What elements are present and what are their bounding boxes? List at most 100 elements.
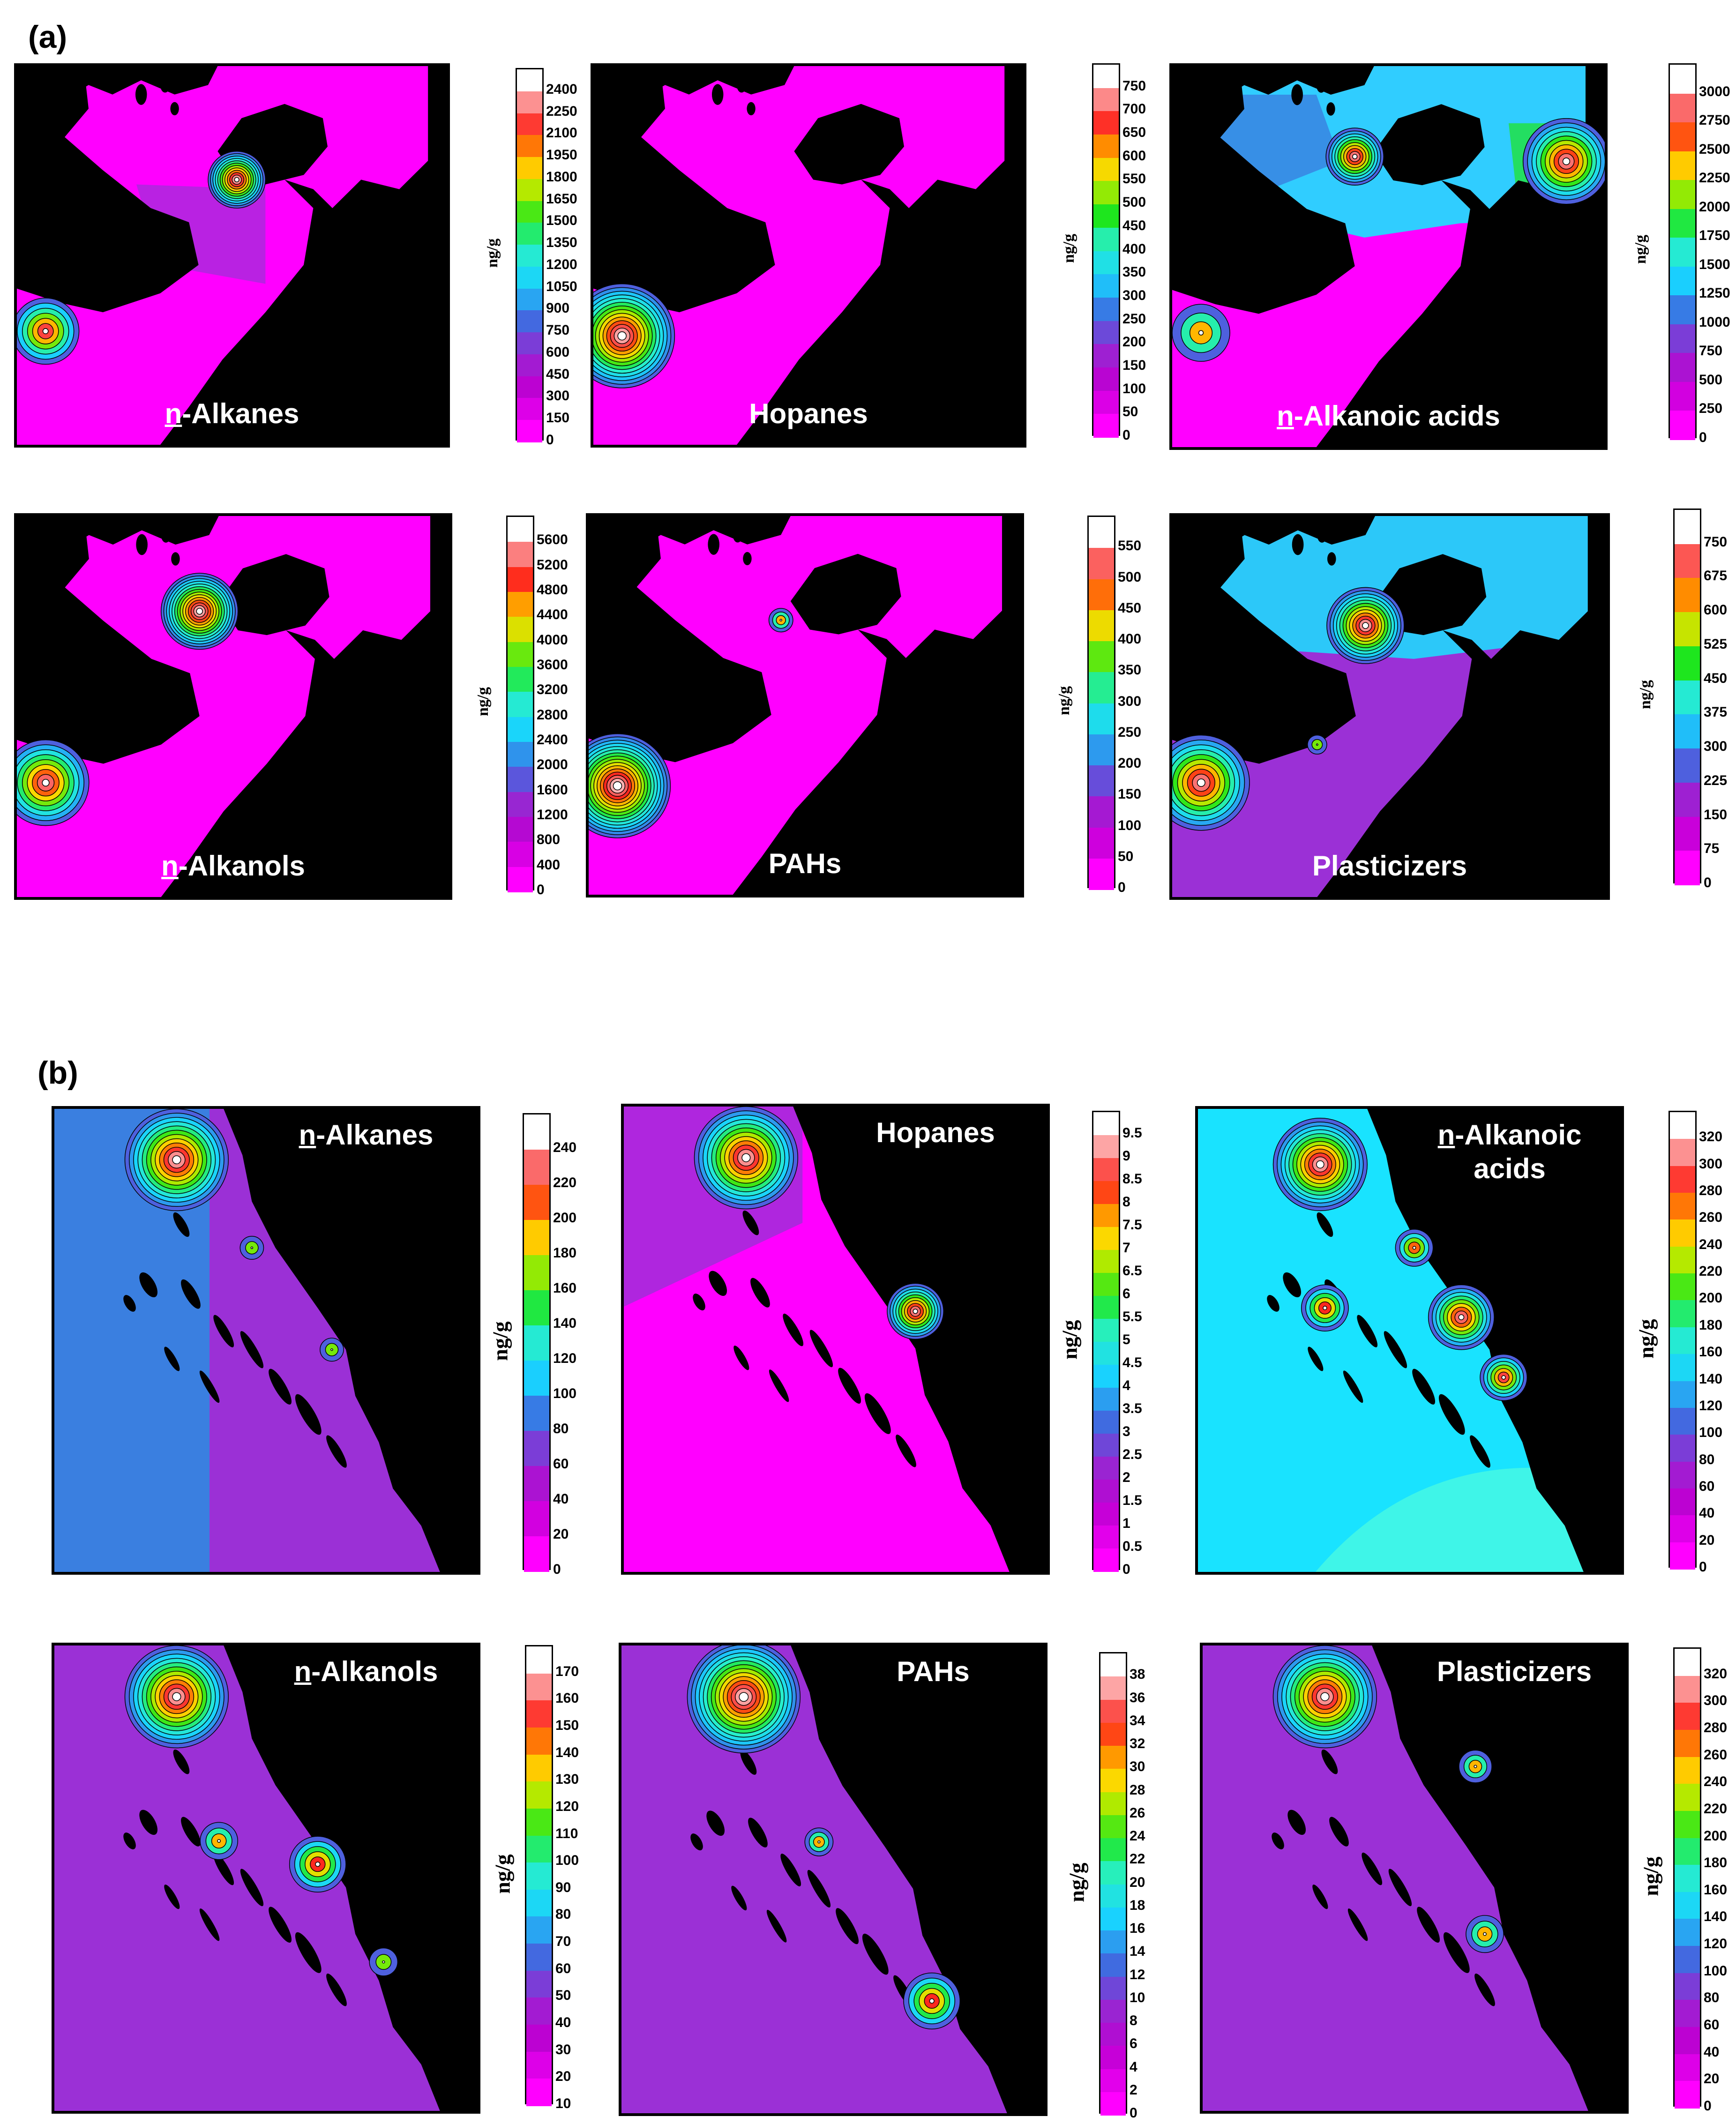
colorbar-swatch: [1093, 1457, 1119, 1480]
colorbar-swatch: [517, 113, 542, 136]
colorbar-swatch: [1100, 1699, 1126, 1723]
colorbar-tick-label: 1750: [1699, 228, 1730, 244]
colorbar-swatch: [1093, 1181, 1119, 1204]
colorbar-a-1: [516, 68, 544, 442]
map-title-text: -Alkanols: [178, 850, 305, 882]
colorbar-swatch: [1675, 816, 1700, 852]
map-title: Hopanes: [593, 397, 1024, 431]
colorbar-tick-label: 2400: [537, 732, 568, 748]
map-title: n-Alkanoic acids: [1399, 1118, 1620, 1186]
colorbar-swatch: [1089, 858, 1114, 890]
colorbar-tick-label: 20: [1704, 2071, 1720, 2087]
colorbar-tick-label: 5.5: [1122, 1309, 1142, 1324]
colorbar-swatch: [524, 1466, 549, 1502]
colorbar-swatch: [517, 420, 542, 442]
colorbar-tick-label: 40: [1699, 1505, 1715, 1521]
colorbar-swatch: [508, 692, 533, 718]
colorbar-swatch: [1089, 517, 1114, 549]
colorbar-tick-label: 260: [1699, 1210, 1723, 1226]
panel-a-label: (a): [28, 19, 67, 55]
colorbar-tick-label: 16: [1130, 1921, 1145, 1936]
colorbar-tick-label: 600: [546, 344, 570, 360]
colorbar-tick-label: 2250: [546, 103, 577, 119]
colorbar-b-1: [523, 1113, 551, 1572]
colorbar-swatch: [1670, 324, 1695, 354]
colorbar-tick-label: 24: [1130, 1828, 1145, 1844]
colorbar-swatch: [526, 1781, 552, 1809]
map-title: PAHs: [589, 847, 1021, 881]
colorbar-swatch: [524, 1255, 549, 1291]
colorbar-swatch: [1089, 703, 1114, 735]
colorbar-swatch: [526, 2079, 552, 2106]
colorbar-b-2: [1092, 1111, 1120, 1572]
colorbar-b-6: [1673, 1647, 1701, 2109]
colorbar-swatch: [1670, 1435, 1695, 1462]
colorbar-swatch: [508, 617, 533, 643]
colorbar-swatch: [517, 223, 542, 246]
colorbar-swatch: [1670, 180, 1695, 209]
colorbar-swatch: [1093, 1112, 1119, 1136]
colorbar-tick-label: 7: [1122, 1240, 1130, 1256]
colorbar-swatch: [526, 1944, 552, 1971]
colorbar-tick-label: 200: [1699, 1290, 1723, 1306]
colorbar-tick-label: 0: [1122, 1562, 1130, 1577]
colorbar-b-5: [1099, 1652, 1127, 2116]
colorbar-swatch: [1100, 1907, 1126, 1931]
map-b-6: Plasticizers: [1200, 1643, 1629, 2114]
colorbar-tick-label: 450: [1704, 670, 1728, 686]
colorbar-tick-label: 150: [555, 1717, 579, 1733]
colorbar-tick-label: 400: [1118, 631, 1142, 647]
colorbar-swatch: [1675, 1649, 1700, 1676]
colorbar-tick-label: 2: [1122, 1470, 1130, 1485]
colorbar-swatch: [1093, 1342, 1119, 1365]
colorbar-swatch: [1670, 1542, 1695, 1570]
colorbar-tick-label: 800: [537, 832, 561, 848]
colorbar-tick-label: 180: [1699, 1317, 1723, 1333]
colorbar-tick-label: 40: [555, 2015, 571, 2031]
colorbar-swatch: [508, 817, 533, 843]
colorbar-swatch: [1093, 1158, 1119, 1182]
colorbar-swatch: [508, 667, 533, 693]
colorbar-swatch: [1093, 1434, 1119, 1457]
colorbar-tick-label: 22: [1130, 1851, 1145, 1867]
colorbar-swatch: [1670, 1354, 1695, 1382]
map-title-text: -Alkanoic acids: [1294, 400, 1500, 432]
colorbar-swatch: [1675, 1973, 1700, 2001]
colorbar-tick-label: 150: [1122, 357, 1146, 373]
colorbar-tick-label: 50: [555, 1988, 571, 2004]
map-title: Hopanes: [825, 1116, 1046, 1150]
colorbar-swatch: [1100, 1838, 1126, 1862]
colorbar-tick-label: 0: [1699, 430, 1707, 445]
colorbar-swatch: [1675, 851, 1700, 885]
colorbar-tick-label: 260: [1704, 1747, 1728, 1763]
map-title-text: Hopanes: [749, 398, 868, 429]
colorbar-swatch: [1670, 122, 1695, 152]
colorbar-swatch: [508, 717, 533, 742]
colorbar-swatch: [526, 1700, 552, 1728]
colorbar-tick-label: 10: [1130, 1989, 1145, 2005]
colorbar-swatch: [1093, 390, 1119, 415]
colorbar-tick-label: 2000: [537, 757, 568, 773]
colorbar-swatch: [1100, 1976, 1126, 2000]
colorbar-swatch: [1670, 1246, 1695, 1274]
colorbar-swatch: [524, 1290, 549, 1326]
colorbar-tick-label: 525: [1704, 636, 1728, 652]
colorbar-tick-label: 4000: [537, 632, 568, 648]
colorbar-swatch: [1093, 1480, 1119, 1503]
colorbar-tick-label: 100: [1704, 1963, 1728, 1979]
colorbar-tick-label: 1650: [546, 191, 577, 207]
colorbar-tick-label: 2500: [1699, 141, 1730, 157]
colorbar-tick-label: 1000: [1699, 314, 1730, 330]
map-title-text: -Alkanes: [182, 398, 299, 429]
map-title: n-Alkanols: [17, 849, 449, 883]
colorbar-tick-label: 1: [1122, 1516, 1130, 1531]
colorbar-tick-label: 300: [1122, 287, 1146, 303]
colorbar-swatch: [1100, 1953, 1126, 1977]
colorbar-swatch: [524, 1114, 549, 1150]
colorbar-swatch: [1675, 1838, 1700, 1866]
map-title-prefix: n: [165, 398, 182, 429]
colorbar-swatch: [1093, 65, 1119, 89]
colorbar-swatch: [1670, 1193, 1695, 1220]
colorbar-swatch: [517, 135, 542, 158]
map-b-1: n-Alkanes: [52, 1106, 480, 1575]
